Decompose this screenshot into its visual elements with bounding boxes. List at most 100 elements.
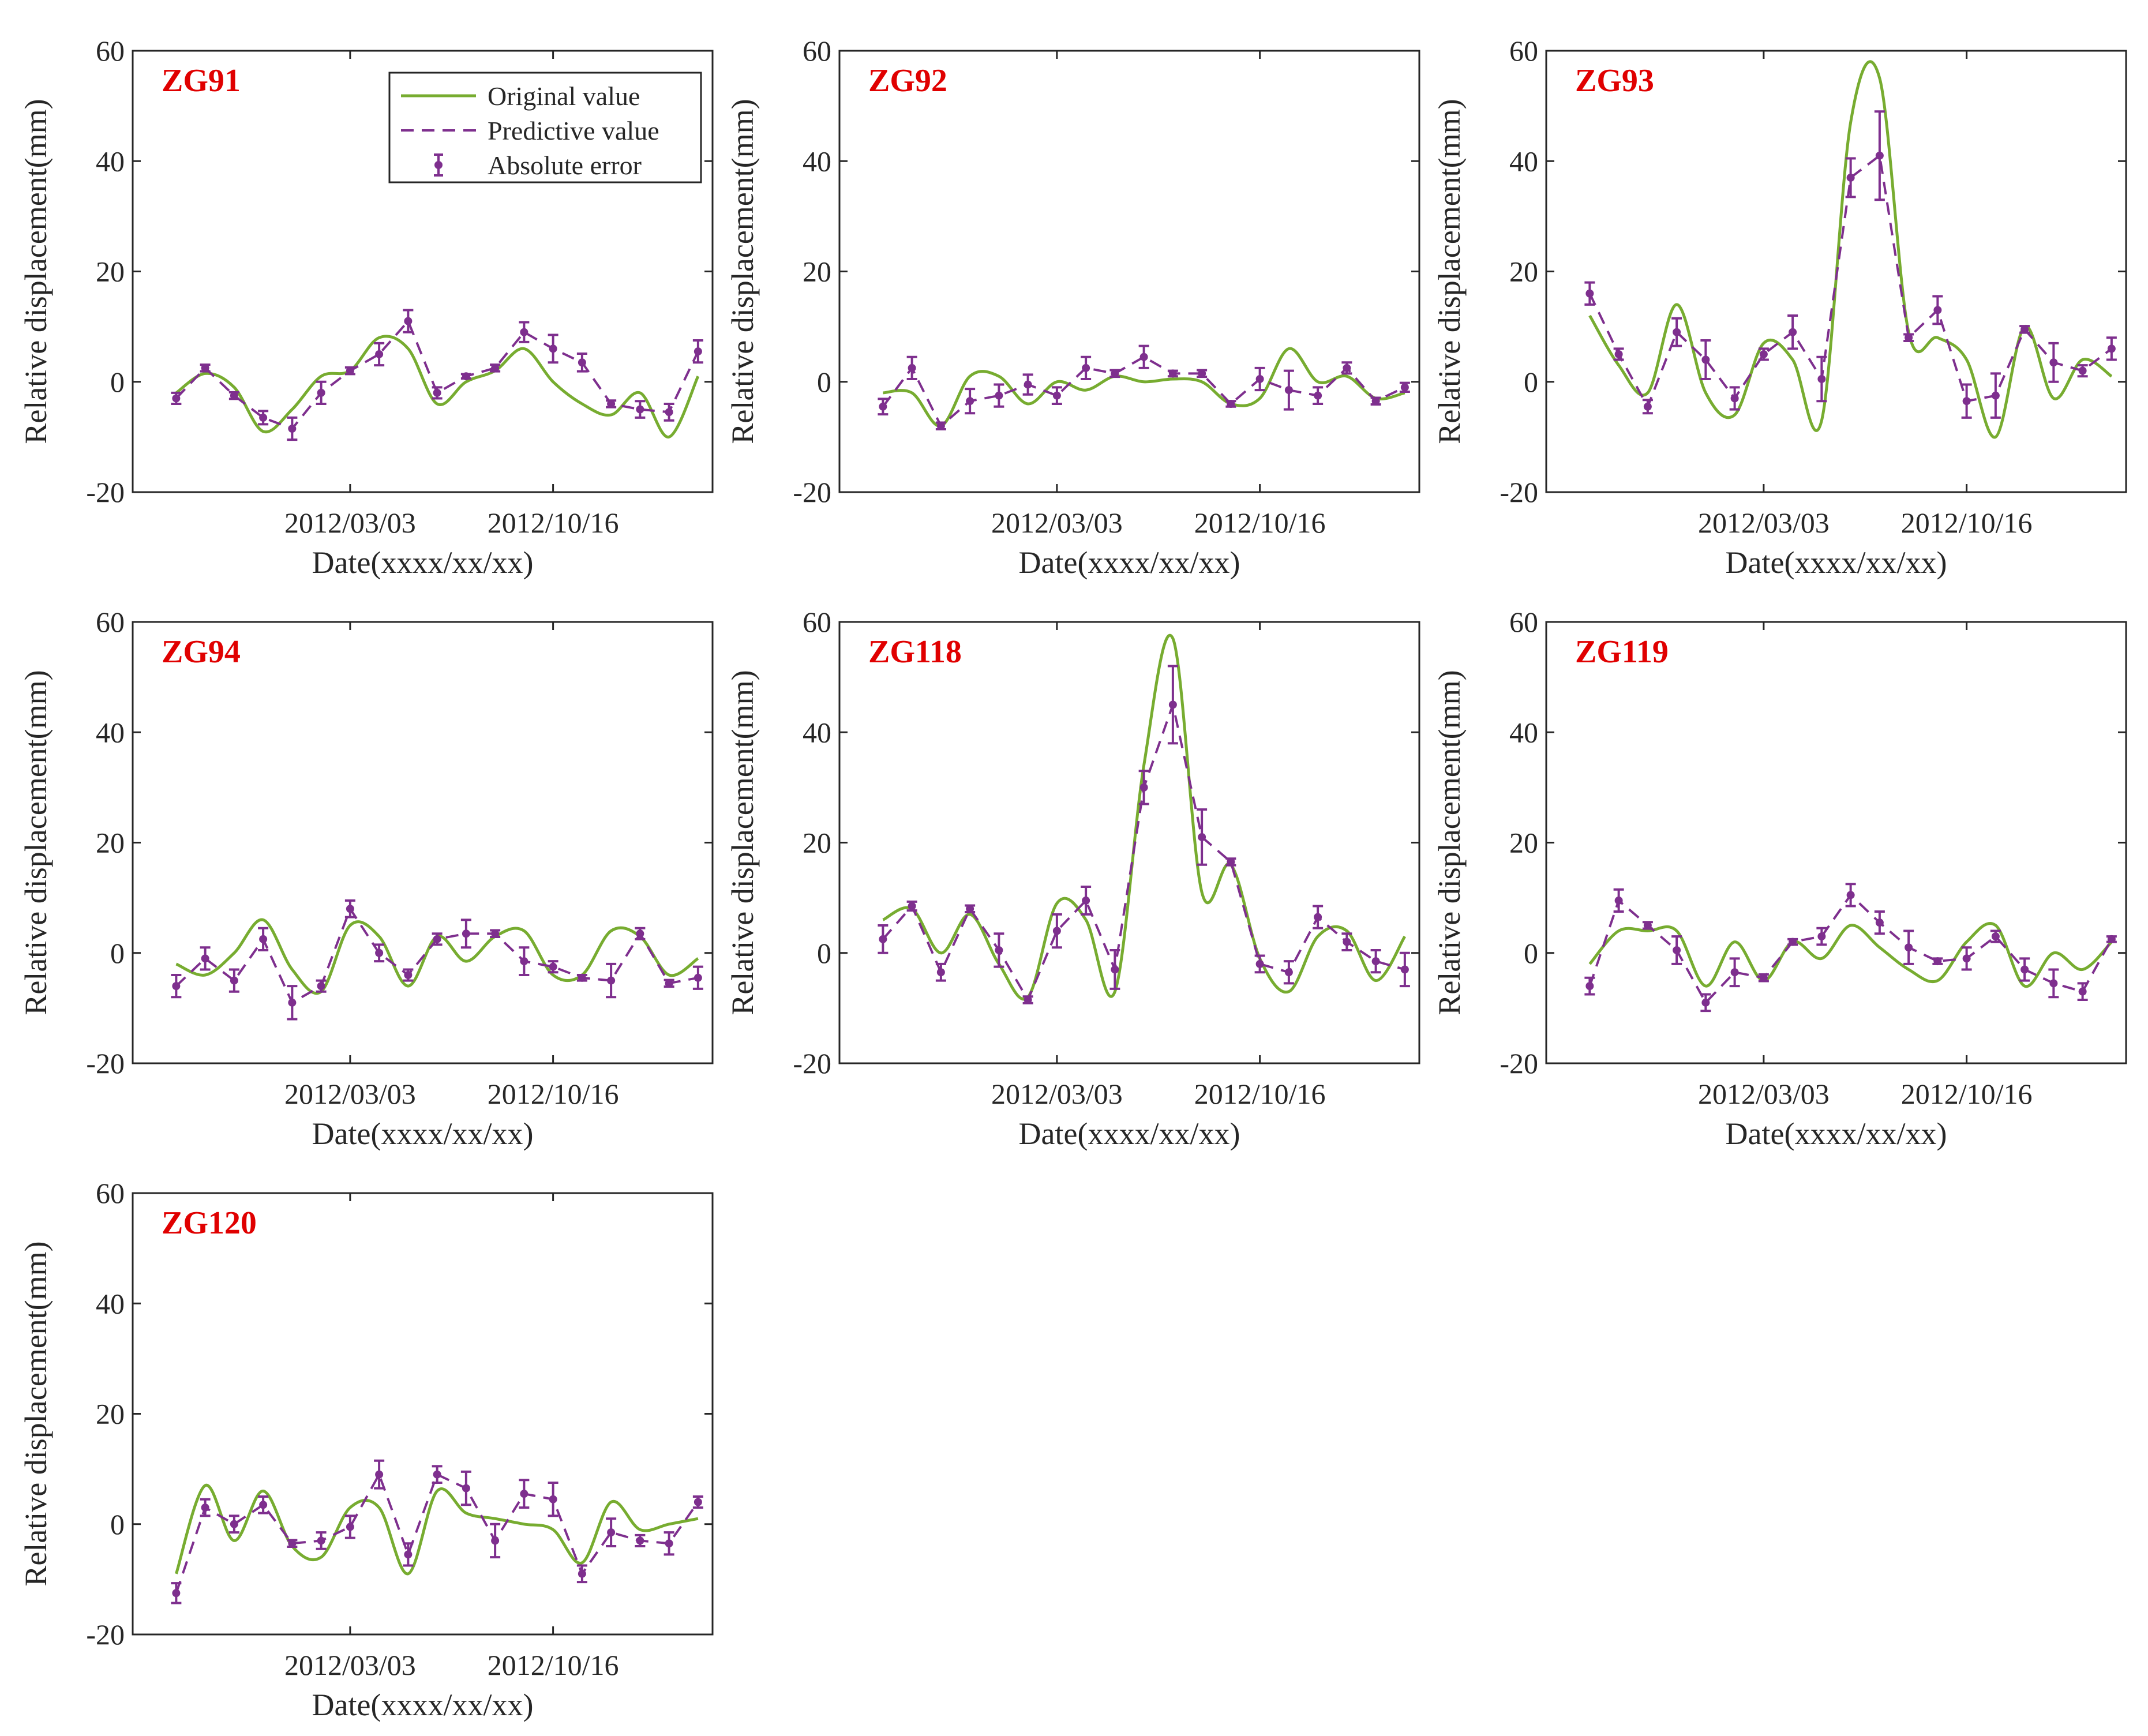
y-tick-label: 60	[803, 606, 831, 638]
original-value-line	[175, 918, 699, 995]
data-point	[2078, 987, 2087, 996]
predictive-value-line	[1588, 893, 2113, 1005]
y-tick-label: 40	[96, 716, 125, 748]
data-point	[578, 1569, 586, 1578]
x-axis-title: Date(xxxx/xx/xx)	[1726, 1116, 1947, 1151]
plot-frame	[1545, 621, 2127, 1064]
data-point	[995, 946, 1003, 954]
data-point	[172, 982, 181, 991]
data-point	[346, 905, 354, 913]
data-point	[1024, 996, 1032, 1004]
y-tick-label: 0	[110, 1508, 125, 1540]
y-tick-label: -20	[86, 1047, 125, 1079]
data-point	[607, 1528, 616, 1537]
x-tick-label: 2012/03/03	[284, 1649, 416, 1681]
data-point	[1789, 938, 1797, 946]
data-point	[1024, 380, 1032, 389]
data-point	[1846, 173, 1855, 182]
data-point	[317, 1536, 325, 1545]
y-tick-label: 0	[1524, 937, 1538, 969]
data-point	[201, 954, 209, 963]
panel-title: ZG118	[868, 634, 962, 670]
x-tick-label: 2012/10/16	[488, 1078, 619, 1110]
y-tick-label: 20	[96, 827, 125, 859]
data-point	[433, 1470, 441, 1479]
data-point	[520, 328, 528, 336]
data-point	[259, 1501, 268, 1509]
data-point	[1284, 968, 1293, 977]
data-point	[1198, 833, 1206, 841]
y-tick-label: 40	[803, 716, 831, 748]
data-point	[1371, 397, 1380, 406]
data-point	[1082, 363, 1090, 372]
plot-frame	[838, 621, 1420, 1064]
data-point	[1168, 369, 1177, 378]
y-axis-title: Relative displacement(mm)	[18, 99, 53, 444]
data-point	[636, 1536, 644, 1545]
data-point	[1400, 383, 1409, 392]
data-point	[317, 388, 325, 397]
data-point	[491, 363, 500, 372]
legend: Original value Predictive value Absolute e…	[388, 72, 702, 183]
data-point	[259, 935, 268, 943]
original-value-line	[175, 1484, 699, 1576]
x-tick-label: 2012/10/16	[1194, 507, 1326, 539]
data-point	[1111, 965, 1119, 974]
data-point	[1082, 896, 1090, 905]
y-tick-label: -20	[793, 476, 831, 508]
panel-title: ZG91	[162, 63, 241, 99]
y-axis-title: Relative displacement(mm)	[725, 99, 760, 444]
data-point	[1817, 932, 1826, 941]
data-point	[1052, 927, 1061, 935]
data-point	[1139, 353, 1148, 361]
data-point	[693, 1498, 702, 1506]
y-axis-title: Relative displacement(mm)	[1432, 99, 1467, 444]
data-point	[2020, 965, 2029, 974]
data-point	[693, 973, 702, 982]
panel-title: ZG93	[1575, 63, 1654, 99]
data-point	[172, 1589, 181, 1598]
chart-panel-zg93: -20 0 20 40 60 2012/03/03 2012/10/16 Date(xxxx/…	[1432, 35, 2127, 580]
data-point	[1314, 391, 1322, 400]
plot-frame	[838, 50, 1420, 493]
y-tick-label: 20	[96, 256, 125, 288]
data-point	[230, 976, 238, 985]
data-point	[879, 402, 887, 411]
x-tick-label: 2012/10/16	[1901, 507, 2033, 539]
data-point	[1875, 918, 1884, 927]
data-point	[1585, 289, 1594, 298]
y-tick-label: -20	[793, 1047, 831, 1079]
chart-panel-zg91: -20 0 20 40 60 2012/03/03 2012/10/16 Date(xxxx/…	[18, 35, 714, 580]
predictive-value-line	[175, 318, 699, 430]
y-tick-label: 40	[1509, 716, 1538, 748]
y-tick-label: 60	[96, 606, 125, 638]
data-point	[491, 1536, 500, 1545]
data-point	[230, 1520, 238, 1528]
data-point	[1789, 328, 1797, 336]
y-tick-label: 20	[1509, 827, 1538, 859]
y-tick-label: 20	[96, 1398, 125, 1430]
chart-panel-zg118: -20 0 20 40 60 2012/03/03 2012/10/16 Date(xxxx/…	[725, 606, 1420, 1151]
data-point	[462, 372, 470, 381]
data-point	[201, 1503, 209, 1512]
data-point	[1905, 943, 1913, 952]
x-tick-label: 2012/03/03	[284, 507, 416, 539]
data-point	[1933, 957, 1942, 966]
data-point	[404, 1550, 413, 1559]
data-point	[520, 1490, 528, 1498]
data-point	[462, 1484, 470, 1493]
legend-error-marker	[434, 161, 443, 169]
legend-error-label: Absolute error	[488, 151, 642, 180]
chart-panel-zg92: -20 0 20 40 60 2012/03/03 2012/10/16 Date(xxxx/…	[725, 35, 1420, 580]
data-point	[1314, 913, 1322, 921]
data-point	[665, 979, 673, 988]
data-point	[1673, 328, 1681, 336]
y-tick-label: 60	[1509, 606, 1538, 638]
x-axis-title: Date(xxxx/xx/xx)	[312, 1688, 534, 1722]
panel-title: ZG94	[162, 634, 241, 670]
data-point	[1198, 369, 1206, 378]
data-point	[1759, 973, 1768, 982]
y-axis-title: Relative displacement(mm)	[18, 1241, 53, 1586]
y-tick-label: 0	[817, 937, 831, 969]
